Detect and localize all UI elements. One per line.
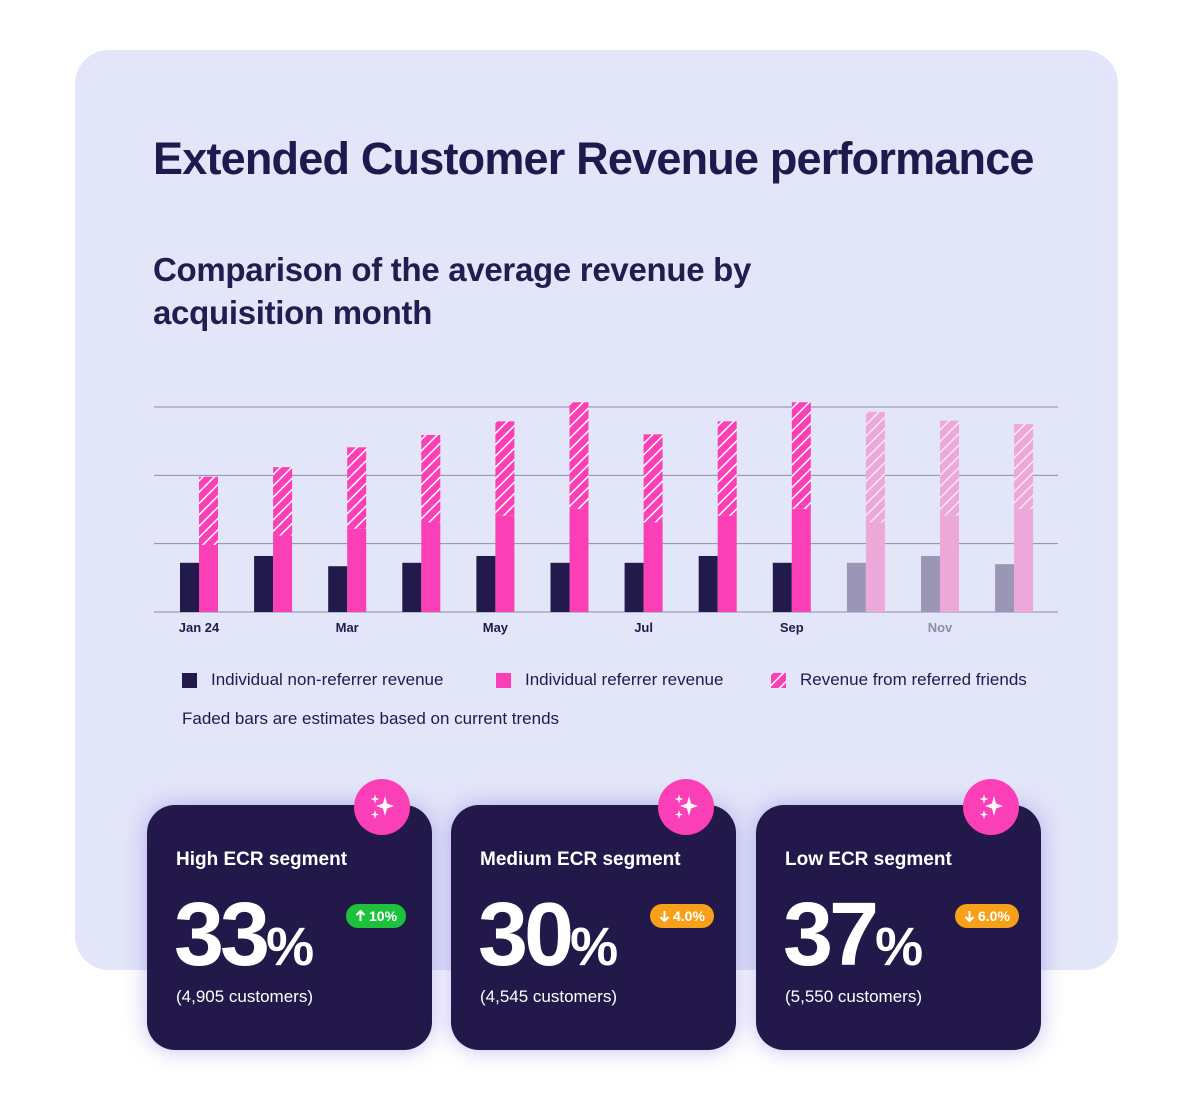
chart-subtitle: Comparison of the average revenue by acq… xyxy=(153,251,752,331)
change-value: 4.0% xyxy=(673,908,705,924)
segment-share: 37% xyxy=(783,885,923,985)
bar-referred-friends-dec xyxy=(1014,424,1034,509)
bar-referred-friends-oct xyxy=(865,411,885,523)
legend-item-referred-friends: Revenue from referred friends xyxy=(771,670,1027,690)
bar-non-referrer-oct xyxy=(846,562,866,612)
page-title: Extended Customer Revenue performance xyxy=(153,133,1034,184)
bar-referred-friends-jul xyxy=(643,434,663,523)
change-value: 6.0% xyxy=(978,908,1010,924)
bar-referrer-apr xyxy=(421,522,441,612)
bar-referred-friends-may xyxy=(495,421,515,516)
tick-label-may: May xyxy=(483,620,509,635)
tick-label-jan-24: Jan 24 xyxy=(179,620,220,635)
legend-swatch-pink xyxy=(496,672,511,688)
chart-bars xyxy=(180,402,1034,612)
change-value: 10% xyxy=(369,908,398,924)
legend-item-non-referrer: Individual non-referrer revenue xyxy=(182,670,443,690)
segment-share-unit: % xyxy=(266,917,314,977)
bar-referrer-oct xyxy=(865,522,885,612)
bar-non-referrer-jul xyxy=(624,562,644,612)
bar-referrer-feb xyxy=(273,535,293,612)
segment-name: High ECR segment xyxy=(176,849,348,870)
legend-label: Individual referrer revenue xyxy=(525,670,724,689)
bar-referred-friends-aug xyxy=(717,421,737,516)
segment-name: Low ECR segment xyxy=(785,849,952,870)
sparkles-icon xyxy=(658,779,714,835)
x-axis-tick-labels: Jan 24 Mar May Jul Sep Nov xyxy=(179,620,953,635)
change-badge-up: 10% xyxy=(346,904,407,928)
segment-card-low: Low ECR segment 37% 6.0% (5,550 customer… xyxy=(756,779,1041,1050)
bar-non-referrer-may xyxy=(476,555,496,612)
bar-non-referrer-jun xyxy=(550,562,570,612)
bar-referrer-aug xyxy=(717,515,737,612)
legend-label: Individual non-referrer revenue xyxy=(211,670,444,689)
bar-referrer-nov xyxy=(940,515,959,612)
legend-swatch-hatched xyxy=(771,672,786,688)
tick-label-mar: Mar xyxy=(336,620,359,635)
segment-card-medium: Medium ECR segment 30% 4.0% (4,545 custo… xyxy=(451,779,736,1050)
arrow-down-icon xyxy=(659,911,670,922)
bar-non-referrer-apr xyxy=(402,562,422,612)
change-badge-down: 4.0% xyxy=(650,904,714,928)
bar-non-referrer-feb xyxy=(254,555,274,612)
segment-card-high: High ECR segment 33% 10% (4,905 customer… xyxy=(147,779,432,1050)
bar-referred-friends-nov xyxy=(940,420,959,516)
legend-swatch-navy xyxy=(182,672,197,688)
bar-chart: Jan 24 Mar May Jul Sep Nov xyxy=(154,402,1058,635)
bar-referrer-sep xyxy=(791,508,811,612)
legend-item-referrer: Individual referrer revenue xyxy=(496,670,723,690)
tick-label-jul: Jul xyxy=(634,620,653,635)
segment-share-unit: % xyxy=(570,917,618,977)
arrow-down-icon xyxy=(964,911,975,922)
sparkles-icon xyxy=(354,779,410,835)
bar-non-referrer-nov xyxy=(921,555,940,612)
change-badge-down: 6.0% xyxy=(955,904,1019,928)
bar-referrer-may xyxy=(495,515,515,612)
segment-share-value: 33 xyxy=(174,885,270,985)
segment-customers: (4,545 customers) xyxy=(480,987,617,1006)
segment-share: 33% xyxy=(174,885,314,985)
tick-label-sep: Sep xyxy=(780,620,804,635)
bar-referrer-dec xyxy=(1014,508,1034,612)
bar-non-referrer-dec xyxy=(995,564,1015,612)
bar-referrer-jun xyxy=(569,508,589,612)
estimate-note: Faded bars are estimates based on curren… xyxy=(182,709,560,728)
bar-referrer-jul xyxy=(643,522,663,612)
segment-customers: (5,550 customers) xyxy=(785,987,922,1006)
segment-share-value: 30 xyxy=(478,885,574,985)
tick-label-nov: Nov xyxy=(928,620,953,635)
chart-legend: Individual non-referrer revenue Individu… xyxy=(182,670,1062,700)
bar-non-referrer-sep xyxy=(772,562,792,612)
segment-name: Medium ECR segment xyxy=(480,849,681,870)
bar-referred-friends-feb xyxy=(273,467,293,536)
bar-referred-friends-jun xyxy=(569,402,589,509)
bar-referrer-jan-24 xyxy=(199,545,218,612)
bar-non-referrer-aug xyxy=(698,555,718,612)
bar-referred-friends-jan-24 xyxy=(199,476,218,546)
segment-share: 30% xyxy=(478,885,618,985)
bar-referred-friends-apr xyxy=(421,435,441,523)
chart-gridlines xyxy=(154,406,1058,613)
bar-referred-friends-mar xyxy=(347,447,367,529)
bar-referred-friends-sep xyxy=(791,402,811,509)
arrow-up-icon xyxy=(355,910,366,921)
legend-label: Revenue from referred friends xyxy=(800,670,1027,689)
bar-referrer-mar xyxy=(347,528,367,612)
bar-non-referrer-mar xyxy=(328,566,348,612)
sparkles-icon xyxy=(963,779,1019,835)
segment-share-value: 37 xyxy=(783,885,879,985)
bar-non-referrer-jan-24 xyxy=(180,562,199,612)
segment-share-unit: % xyxy=(875,917,923,977)
segment-customers: (4,905 customers) xyxy=(176,987,313,1006)
